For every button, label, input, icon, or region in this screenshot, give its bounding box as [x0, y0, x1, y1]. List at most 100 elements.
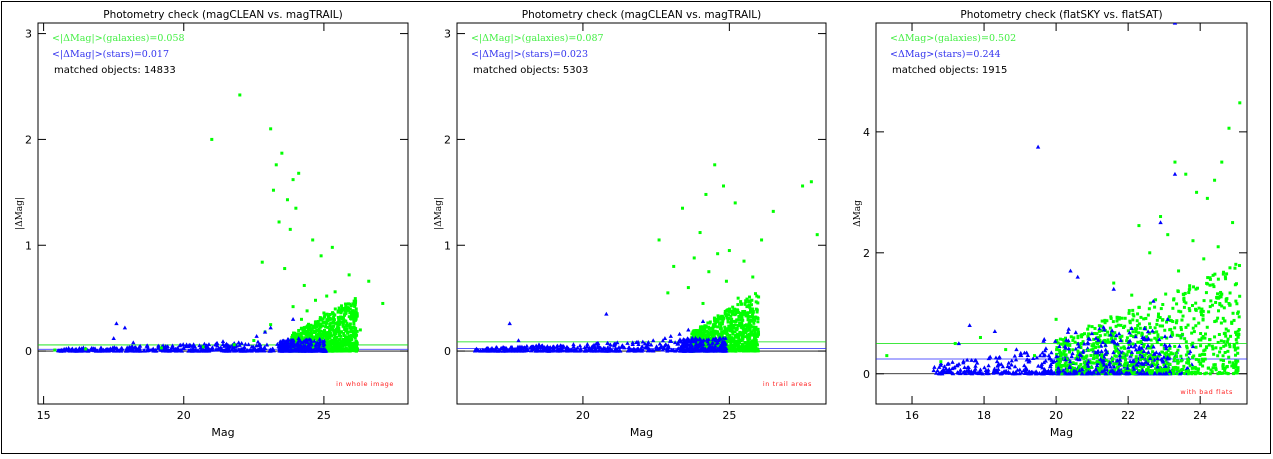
star-point	[582, 345, 587, 350]
star-point	[723, 335, 728, 340]
galaxy-point	[733, 201, 737, 205]
star-point	[938, 362, 944, 367]
galaxy-point	[345, 321, 349, 325]
star-point	[111, 348, 117, 353]
galaxy-point	[749, 331, 753, 335]
star-point	[309, 341, 314, 346]
galaxy-point	[1144, 316, 1148, 320]
star-point	[952, 365, 957, 369]
galaxy-point	[314, 336, 318, 340]
x-axis-label: Mag	[630, 426, 653, 439]
galaxy-point	[1163, 352, 1167, 356]
galaxy-point	[751, 349, 755, 353]
galaxy-point	[1137, 368, 1141, 372]
galaxy-point	[1183, 337, 1187, 341]
galaxy-point	[1235, 341, 1239, 345]
galaxy-point	[749, 324, 753, 328]
galaxy-point	[727, 307, 731, 311]
galaxy-point	[313, 335, 317, 339]
galaxy-point	[1135, 319, 1139, 323]
galaxy-point	[337, 323, 341, 327]
star-point	[956, 341, 962, 346]
galaxy-point	[353, 332, 357, 336]
galaxy-point	[1220, 160, 1224, 164]
star-point	[636, 342, 641, 347]
galaxy-point	[1201, 313, 1205, 317]
galaxy-point	[314, 320, 318, 324]
galaxy-point	[1237, 332, 1241, 336]
galaxy-point	[1234, 353, 1238, 357]
star-point	[1070, 351, 1075, 356]
galaxy-point	[750, 333, 754, 337]
galaxy-point	[332, 318, 336, 322]
galaxy-point	[352, 346, 356, 350]
panel-2: Photometry check (magCLEAN vs. magTRAIL)…	[434, 9, 827, 439]
galaxy-point	[733, 323, 737, 327]
galaxy-point	[815, 233, 819, 237]
star-point	[560, 344, 565, 349]
galaxy-point	[710, 330, 714, 334]
galaxy-point	[736, 345, 740, 349]
galaxy-point	[1125, 339, 1129, 343]
galaxy-point	[1175, 355, 1179, 359]
galaxy-point	[329, 321, 333, 325]
galaxy-point	[1146, 313, 1150, 317]
galaxy-point	[1061, 371, 1065, 375]
star-point	[696, 348, 701, 353]
star-point	[1162, 334, 1168, 339]
galaxy-point	[744, 345, 748, 349]
x-tick-label: 24	[1193, 409, 1207, 422]
star-point	[1048, 362, 1054, 367]
galaxy-point	[1140, 333, 1144, 337]
star-point	[1172, 171, 1178, 176]
galaxy-point	[713, 329, 717, 333]
x-axis-label: Mag	[1050, 426, 1073, 439]
galaxy-point	[1235, 371, 1239, 375]
galaxy-point	[1175, 302, 1179, 306]
galaxy-point	[697, 332, 701, 336]
galaxy-point	[1219, 339, 1223, 343]
galaxy-point	[1188, 287, 1192, 291]
galaxy-point	[1096, 369, 1100, 373]
star-point	[508, 345, 513, 350]
galaxy-point	[1202, 299, 1206, 303]
galaxy-point	[801, 184, 805, 188]
galaxy-point	[1079, 351, 1083, 355]
galaxy-point	[750, 298, 754, 302]
stars-mean-label: <ΔMag>(stars)=0.244	[890, 49, 1001, 60]
star-point	[1011, 370, 1016, 375]
galaxy-point	[351, 316, 355, 320]
galaxy-point	[269, 127, 273, 131]
galaxy-point	[1056, 341, 1060, 345]
star-point	[155, 345, 161, 350]
galaxy-point	[1148, 322, 1152, 326]
galaxy-point	[346, 342, 350, 346]
galaxy-point	[1199, 338, 1203, 342]
galaxy-point	[1168, 346, 1172, 350]
star-point	[1102, 327, 1107, 332]
galaxy-point	[737, 315, 741, 319]
galaxy-point	[328, 312, 332, 316]
galaxy-point	[348, 325, 352, 329]
galaxy-point	[1154, 355, 1158, 359]
star-point	[1165, 356, 1170, 361]
galaxy-point	[1203, 332, 1207, 336]
galaxy-point	[1216, 340, 1220, 344]
star-point	[1126, 345, 1131, 350]
galaxy-point	[1153, 305, 1157, 309]
y-tick-label: 2	[25, 133, 32, 146]
star-point	[1111, 364, 1117, 369]
galaxy-point	[754, 342, 758, 346]
galaxy-point	[729, 314, 733, 318]
galaxy-point	[1081, 333, 1085, 337]
galaxy-point	[337, 306, 341, 310]
star-point	[205, 347, 211, 352]
galaxy-point	[1164, 356, 1168, 360]
galaxy-point	[760, 238, 764, 242]
star-point	[962, 369, 967, 374]
star-point	[1007, 365, 1012, 370]
galaxy-point	[350, 326, 354, 330]
x-tick-label: 25	[317, 409, 331, 422]
galaxy-point	[1098, 367, 1102, 371]
